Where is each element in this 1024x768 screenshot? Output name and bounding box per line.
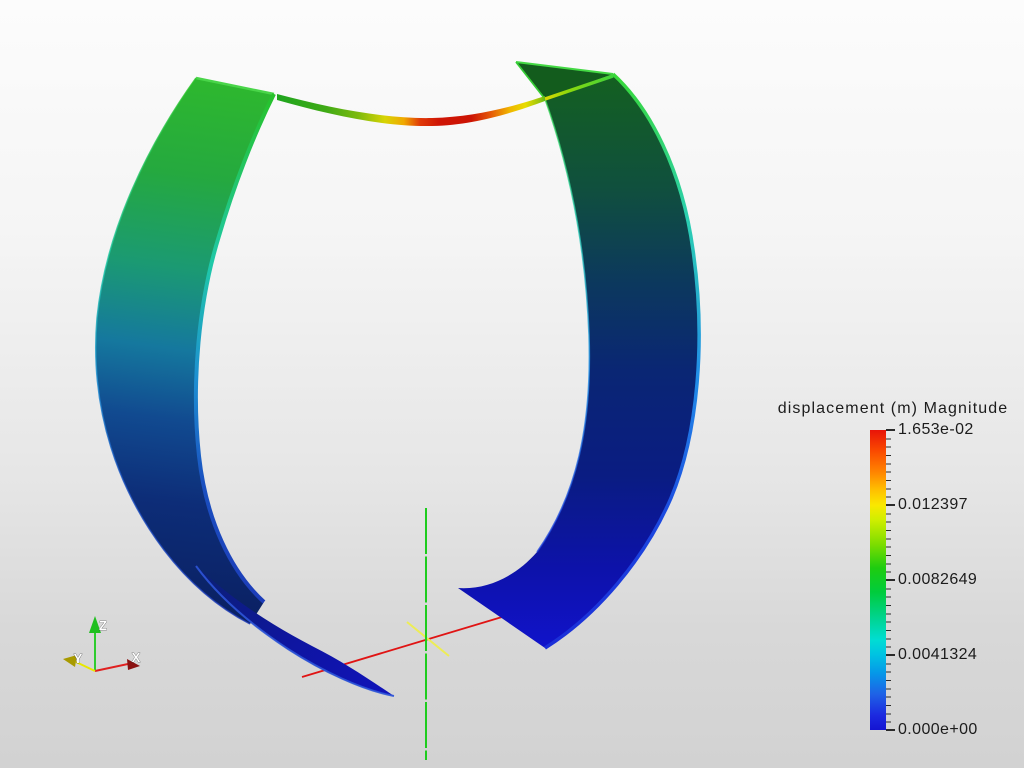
model-bottom-blade-edge-highlight	[195, 565, 395, 697]
orientation-axis-x-line	[94, 663, 129, 672]
center-axis-y-line	[406, 621, 450, 657]
model-left-band-outer-edge-highlight	[95, 77, 251, 625]
scalar-bar-major-ticks	[886, 429, 895, 732]
scalar-bar-tick-label-min: 0.000e+00	[898, 721, 978, 738]
orientation-axis-y-label: Y	[74, 651, 83, 666]
model-right-band	[458, 74, 700, 648]
orientation-axis-x-label: X	[132, 650, 141, 665]
model-right-band-outer-edge-highlight	[544, 72, 701, 650]
orientation-axes-widget: Z X Y	[63, 616, 141, 672]
scalar-bar-tick-label: 0.012397	[898, 496, 968, 513]
orientation-axis-z-label: Z	[99, 618, 107, 633]
model-right-band-inner-edge-highlight	[536, 98, 591, 553]
model-top-face-edge	[515, 61, 614, 75]
center-of-rotation-axes	[301, 508, 503, 760]
model-bottom-blade	[193, 563, 394, 696]
scalar-bar-tick-label-max: 1.653e-02	[898, 421, 974, 438]
orientation-axis-z-cone	[89, 616, 101, 633]
model-ridge-highlight	[544, 74, 614, 101]
scalar-bar-tick-label: 0.0041324	[898, 646, 978, 663]
scalar-bar-colorbar	[870, 430, 886, 730]
scalar-bar-title: displacement (m) Magnitude	[777, 400, 1009, 417]
model-left-band-top-edge	[195, 76, 275, 96]
scalar-bar-tick-label: 0.0082649	[898, 571, 978, 588]
orientation-axis-x-cone	[127, 659, 140, 670]
model-slit-annular-shell	[95, 61, 701, 697]
orientation-axis-y-line	[75, 661, 96, 672]
scalar-bar-legend[interactable]: displacement (m) Magnitude 1.653e-02 0.0…	[764, 398, 1022, 743]
model-top-face-left-edge	[515, 61, 546, 100]
model-lifted-edge-strip	[277, 94, 545, 127]
model-left-band	[95, 78, 275, 624]
orientation-axis-y-cone	[63, 655, 77, 667]
model-left-band-inner-edge-highlight	[193, 93, 276, 604]
